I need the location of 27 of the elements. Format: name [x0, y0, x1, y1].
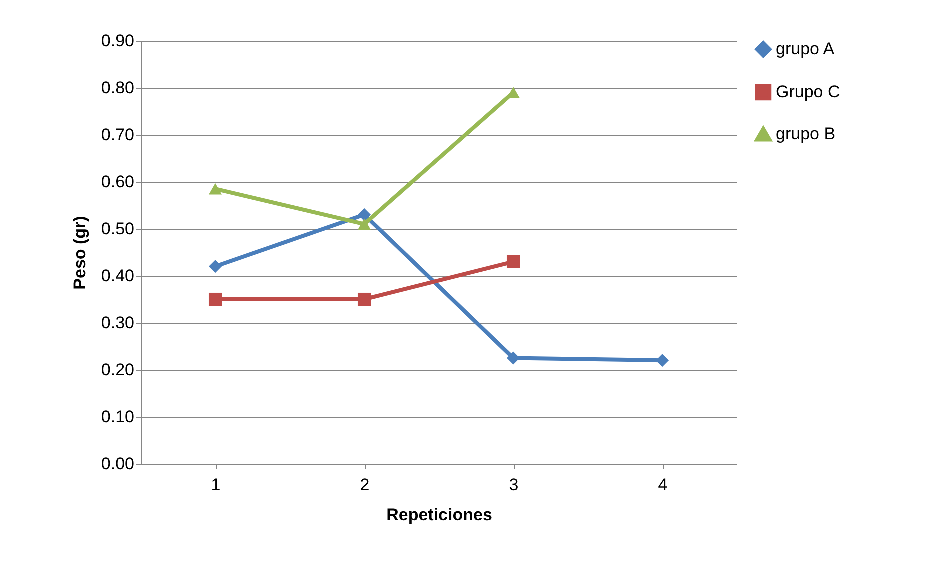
y-tick-label: 0.40 — [101, 266, 134, 286]
point — [506, 255, 520, 268]
x-tick-label: 4 — [658, 476, 668, 494]
y-tick-label: 0.60 — [101, 172, 134, 192]
legend-label: grupo B — [776, 124, 836, 144]
y-tick-label: 0.50 — [101, 220, 134, 238]
y-tick-label: 0.80 — [101, 78, 134, 98]
y-tick-label: 0.90 — [101, 32, 134, 50]
x-axis-title: Repeticiones — [386, 506, 492, 524]
point — [208, 183, 222, 195]
legend-label: Grupo C — [776, 82, 840, 102]
y-tick-label: 0.20 — [101, 360, 134, 380]
y-axis-title: Peso (gr) — [70, 216, 90, 290]
point — [358, 208, 372, 222]
legend-label: grupo A — [776, 40, 836, 58]
x-tick-label: 2 — [360, 476, 370, 494]
point — [358, 218, 372, 230]
x-tick-label: 1 — [211, 476, 221, 494]
point — [208, 292, 222, 306]
point — [208, 260, 222, 274]
y-tick-label: 0.30 — [101, 314, 134, 332]
y-tick-label: 0.70 — [101, 126, 134, 144]
y-tick-label: 0.10 — [101, 408, 134, 426]
y-tick-label: 0.00 — [101, 454, 134, 474]
point — [506, 352, 520, 365]
point — [358, 292, 372, 306]
x-tick-label: 3 — [509, 476, 519, 494]
